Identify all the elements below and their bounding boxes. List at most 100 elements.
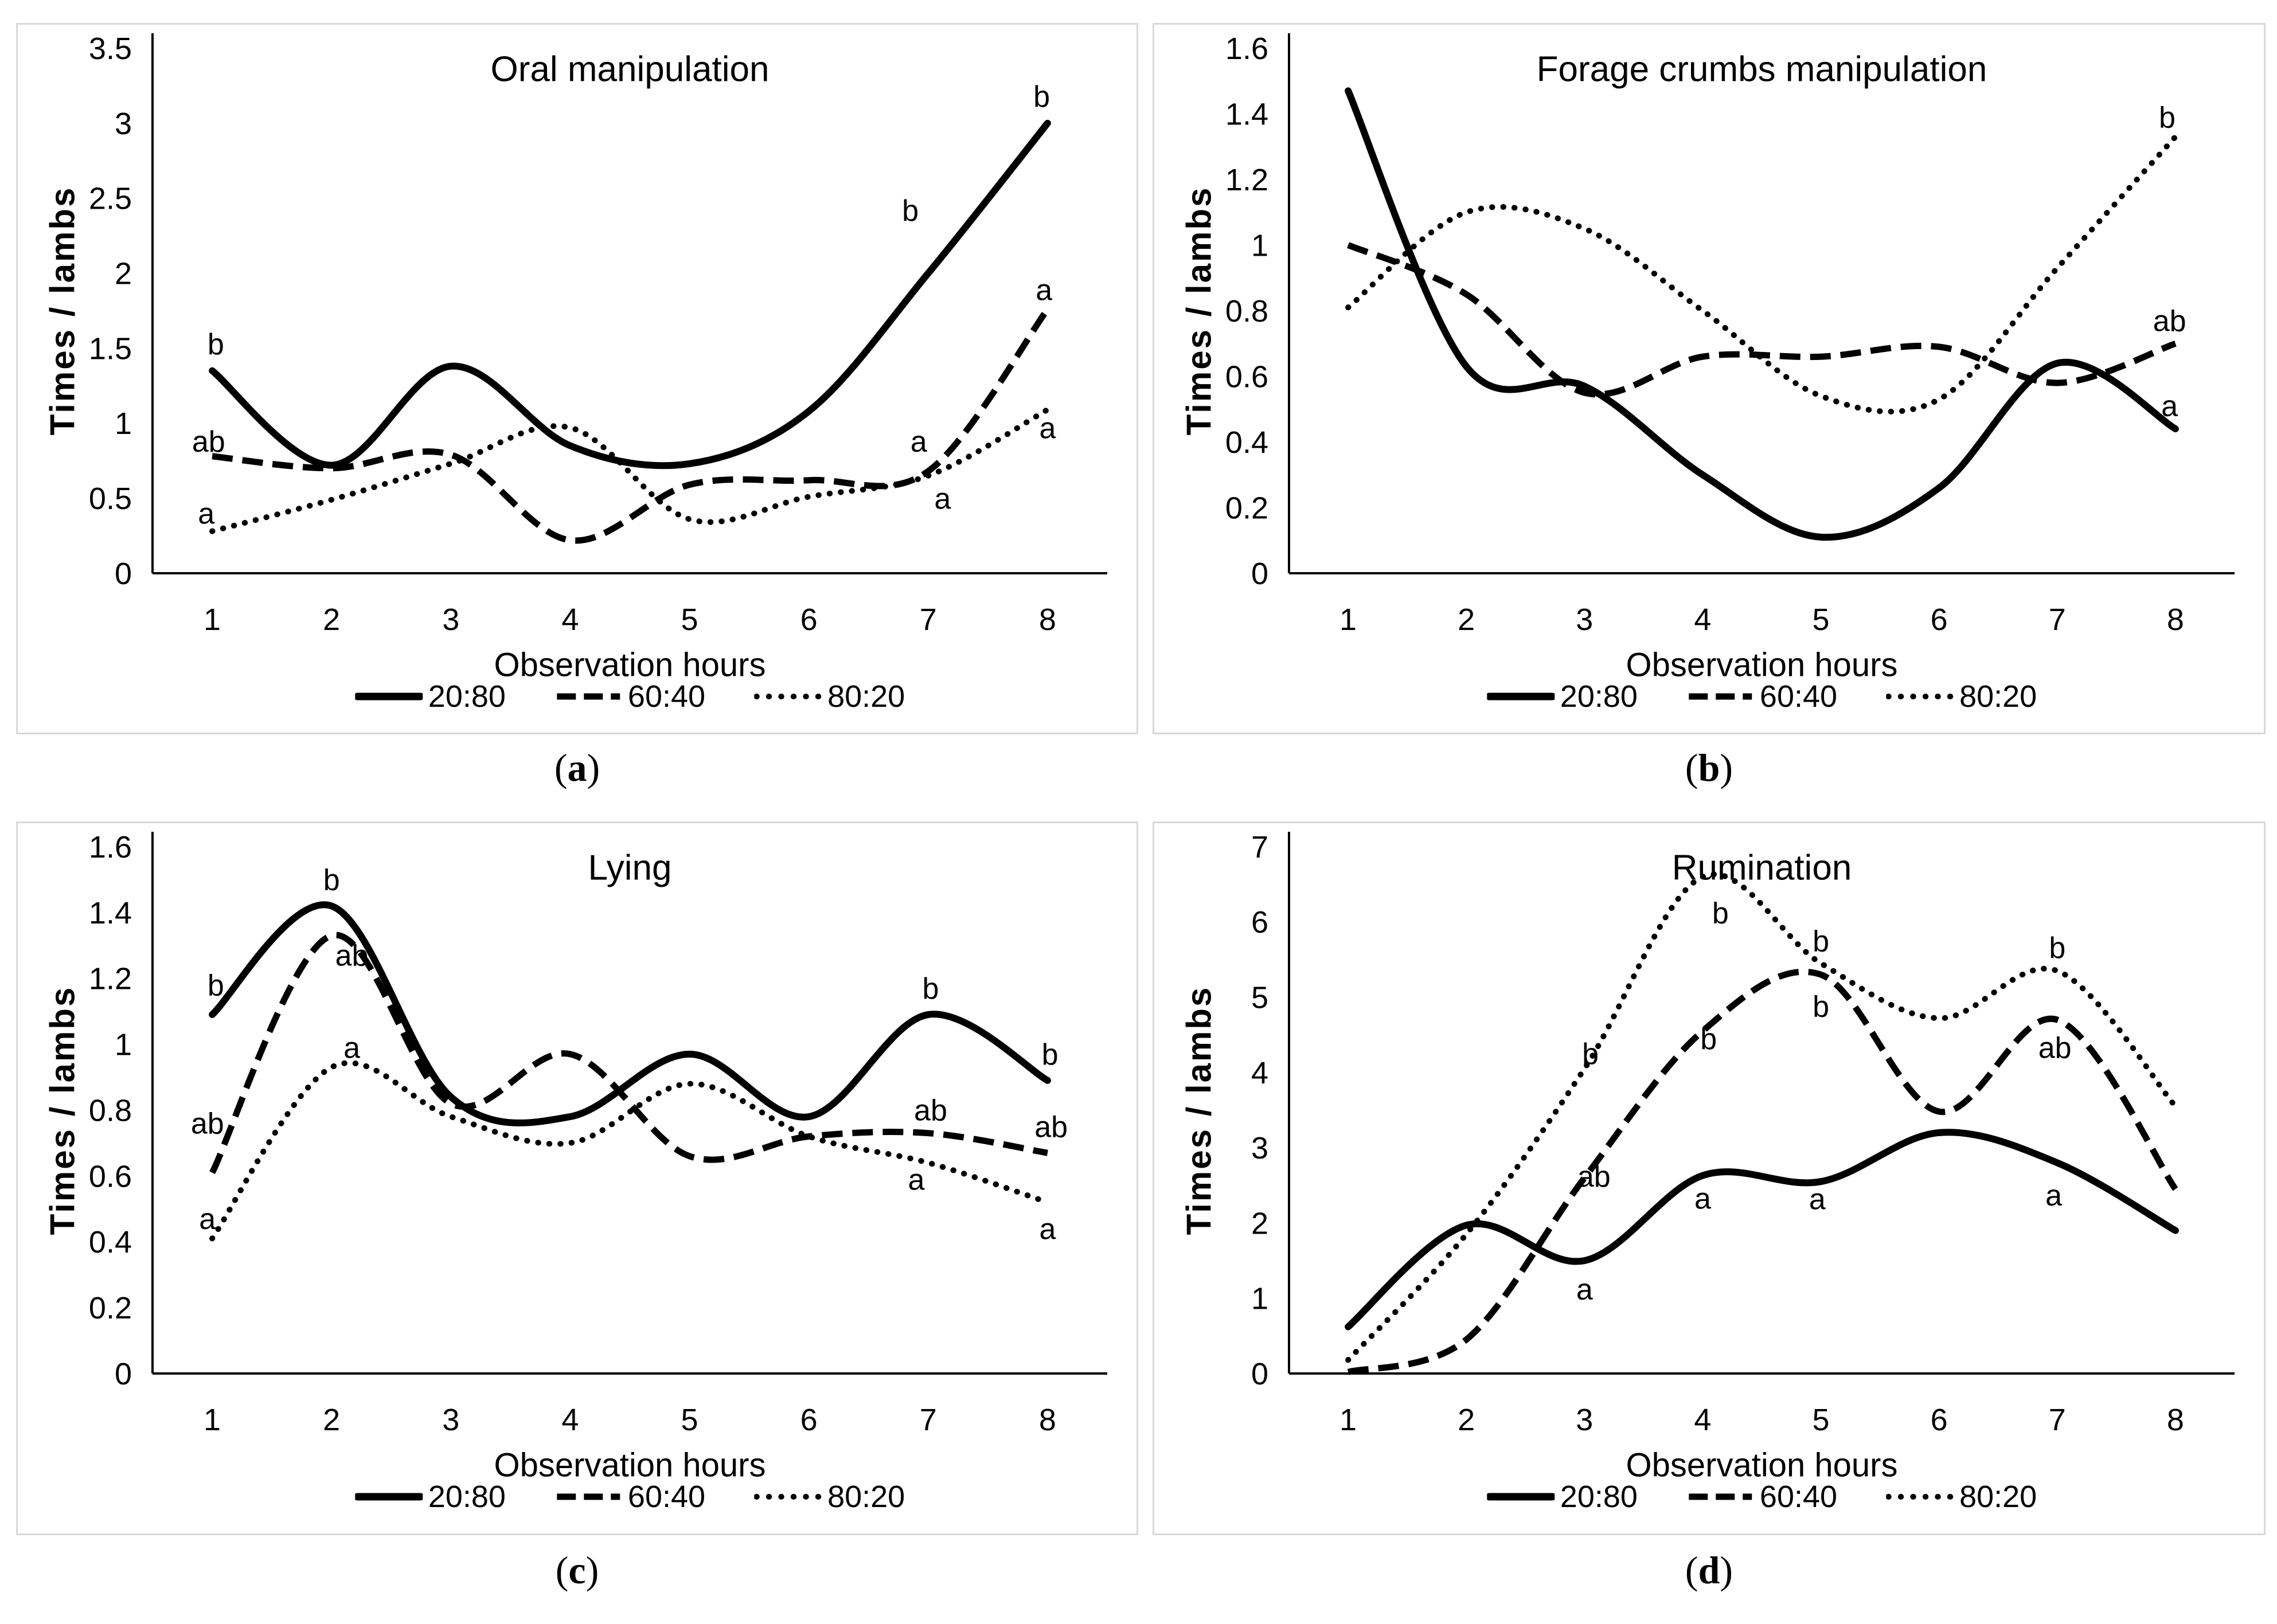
x-tick-label: 4 <box>1694 602 1711 637</box>
significance-letter: ab <box>1577 1160 1611 1193</box>
y-tick-label: 1 <box>115 406 132 441</box>
x-axis-title: Observation hours <box>494 1446 766 1484</box>
x-tick-label: 8 <box>1039 1403 1056 1437</box>
y-tick-label: 1 <box>1251 1282 1268 1316</box>
significance-letter: a <box>1809 1183 1826 1216</box>
legend: 20:80 60:40 80:20 <box>354 1479 905 1515</box>
caption-letter: a <box>567 746 587 789</box>
y-tick-label: 0 <box>1251 1357 1268 1391</box>
y-tick-label: 0.4 <box>1225 425 1268 460</box>
chart-panel-lying: 0 0.2 0.4 0.6 0.8 1 1.2 1.4 1.6 1 2 3 4 5 6 7 8 b ab a b ab a b… <box>16 821 1138 1535</box>
legend-label: 80:20 <box>827 1480 905 1514</box>
x-tick-label: 2 <box>1458 602 1475 637</box>
series-line-dotted-80:20 <box>1345 134 2178 415</box>
legend-label: 80:20 <box>827 679 905 714</box>
y-tick-label: 5 <box>1251 980 1268 1015</box>
legend-swatch-dashed-icon <box>1688 693 1752 700</box>
y-tick-label: 3 <box>115 107 132 141</box>
y-tick-label: 0 <box>115 557 132 591</box>
plot-area: 0 1 2 3 4 5 6 7 1 2 3 4 5 6 7 8 b ab a b b a b b a b ab a <box>1154 823 2264 1533</box>
x-axis-title: Observation hours <box>1626 646 1898 684</box>
legend-item-20:80: 20:80 <box>1486 1479 1638 1515</box>
significance-letter: ab <box>2153 304 2186 338</box>
x-tick-label: 3 <box>1576 1403 1593 1437</box>
caption-letter: b <box>1698 746 1720 789</box>
legend-label: 80:20 <box>1959 1480 2037 1514</box>
y-tick-label: 1 <box>1251 228 1268 263</box>
legend-swatch-dotted-icon <box>754 694 822 699</box>
x-tick-label: 6 <box>1931 1403 1948 1437</box>
legend: 20:80 60:40 80:20 <box>1486 1479 2037 1515</box>
legend-label: 80:20 <box>1959 679 2037 714</box>
panel-cell-a: 0 0.5 1 1.5 2 2.5 3 3.5 1 2 3 4 5 6 7 8 b ab a b a a b a a Oral … <box>16 23 1138 734</box>
x-tick-label: 8 <box>1039 602 1056 637</box>
significance-letter: ab <box>1034 1110 1068 1144</box>
x-tick-label: 4 <box>561 602 579 637</box>
panel-caption-d: (d) <box>1153 1548 2266 1593</box>
x-tick-label: 1 <box>204 602 221 637</box>
y-tick-label: 2 <box>1251 1206 1268 1240</box>
legend-item-20:80: 20:80 <box>1486 679 1638 714</box>
x-tick-label: 1 <box>1339 602 1357 637</box>
legend-label: 60:40 <box>1759 679 1838 714</box>
caption-paren: ( <box>554 746 568 789</box>
y-tick-label: 0.6 <box>1225 359 1268 394</box>
significance-letter: a <box>908 1163 925 1196</box>
series-line-dashed-60:40 <box>212 307 1050 544</box>
legend-item-80:20: 80:20 <box>1886 679 2037 714</box>
x-tick-label: 7 <box>920 602 937 637</box>
y-tick-label: 1.4 <box>1225 97 1268 131</box>
legend-swatch-solid-icon <box>1486 1493 1555 1501</box>
chart-title: Lying <box>588 848 672 888</box>
y-tick-label: 2 <box>115 256 132 291</box>
legend-item-60:40: 60:40 <box>554 1479 705 1515</box>
x-tick-label: 5 <box>681 602 698 637</box>
significance-letter: a <box>1576 1273 1593 1306</box>
x-tick-label: 8 <box>2167 1403 2184 1437</box>
y-tick-label: 0 <box>1251 557 1268 591</box>
chart-panel-oral-manipulation: 0 0.5 1 1.5 2 2.5 3 3.5 1 2 3 4 5 6 7 8 b ab a b a a b a a Oral … <box>16 23 1138 734</box>
significance-letter: b <box>2049 932 2065 965</box>
legend-swatch-dashed-icon <box>556 1493 620 1500</box>
x-tick-label: 5 <box>681 1403 698 1437</box>
significance-letter: ab <box>192 425 225 459</box>
legend-item-20:80: 20:80 <box>354 1479 506 1515</box>
significance-letter: a <box>934 482 951 515</box>
legend-swatch-solid-icon <box>354 1493 423 1501</box>
series-line-dashed-60:40 <box>1346 242 2177 398</box>
panel-caption-a: (a) <box>16 745 1138 791</box>
caption-paren: ) <box>1720 1548 1733 1592</box>
significance-letter: a <box>1036 274 1052 307</box>
y-tick-label: 0.2 <box>89 1291 132 1325</box>
significance-letter: a <box>1039 1212 1056 1246</box>
legend: 20:80 60:40 80:20 <box>1486 679 2037 714</box>
y-tick-label: 0.8 <box>1225 294 1268 328</box>
significance-letter: b <box>323 864 340 897</box>
significance-letter: a <box>1039 412 1056 445</box>
legend-swatch-dotted-icon <box>1886 694 1954 699</box>
legend-item-20:80: 20:80 <box>354 679 506 714</box>
legend-label: 20:80 <box>428 679 506 714</box>
panel-cell-d: 0 1 2 3 4 5 6 7 1 2 3 4 5 6 7 8 b ab a b b a b b a b ab a Ruminatio… <box>1153 821 2266 1535</box>
series-line-solid-20:80 <box>209 119 1051 469</box>
significance-letter: b <box>2159 101 2176 134</box>
series-line-solid-20:80 <box>1345 87 2179 541</box>
legend-label: 20:80 <box>428 1480 506 1514</box>
y-tick-label: 3 <box>1251 1131 1268 1165</box>
x-axis-title: Observation hours <box>1626 1446 1898 1484</box>
significance-letter: a <box>198 498 214 531</box>
y-tick-label: 0.4 <box>89 1225 132 1259</box>
y-tick-label: 1.6 <box>89 830 132 864</box>
y-tick-label: 1 <box>115 1028 132 1062</box>
y-tick-label: 0.8 <box>89 1093 132 1128</box>
x-tick-label: 3 <box>1576 602 1593 637</box>
plot-area: 0 0.2 0.4 0.6 0.8 1 1.2 1.4 1.6 1 2 3 4 5 6 7 8 b ab a <box>1154 25 2264 733</box>
legend-label: 60:40 <box>627 679 706 714</box>
significance-letter: b <box>902 194 919 228</box>
legend: 20:80 60:40 80:20 <box>354 679 905 714</box>
x-tick-label: 3 <box>442 602 459 637</box>
x-tick-label: 8 <box>2167 602 2184 637</box>
y-axis-title: Times / lambs <box>1179 985 1218 1235</box>
